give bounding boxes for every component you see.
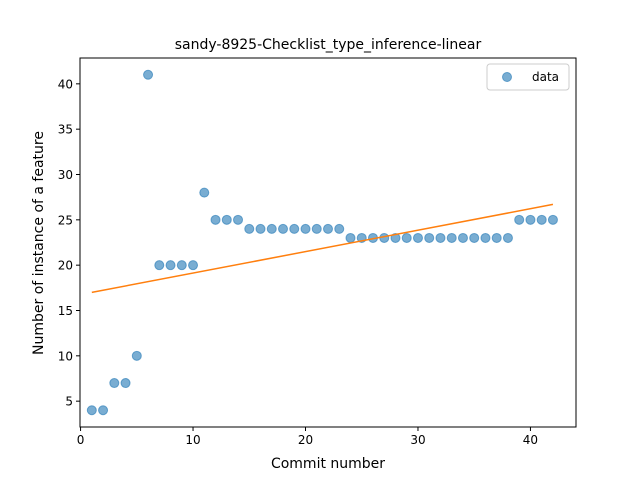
data-point	[154, 260, 165, 271]
data-point	[390, 232, 401, 243]
y-tick-label: 25	[58, 213, 73, 227]
data-point	[188, 260, 199, 271]
x-tick-label: 0	[77, 433, 85, 447]
y-tick-label: 15	[58, 304, 73, 318]
data-point	[255, 223, 266, 234]
y-tick-label: 30	[58, 168, 73, 182]
data-point	[131, 350, 142, 361]
data-point	[278, 223, 289, 234]
y-tick-label: 10	[58, 349, 73, 363]
data-point	[289, 223, 300, 234]
data-point	[424, 232, 435, 243]
legend-marker-data	[502, 72, 512, 82]
data-point	[446, 232, 457, 243]
axes-frame	[79, 57, 577, 428]
data-point	[345, 232, 356, 243]
data-point	[334, 223, 345, 234]
data-point	[525, 214, 536, 225]
data-point	[379, 232, 390, 243]
data-point	[412, 232, 423, 243]
x-tick-label: 10	[185, 433, 200, 447]
data-point	[143, 69, 154, 80]
data-point	[457, 232, 468, 243]
x-axis-title: Commit number	[271, 456, 385, 472]
y-axis-title: Number of instance of a feature	[31, 131, 47, 355]
data-point	[323, 223, 333, 234]
axes-layer: 0 10 20 30 40 5 10 15 20 25 30 35 40	[58, 57, 577, 447]
data-point	[480, 232, 491, 243]
data-point	[536, 214, 547, 225]
y-tick-label: 5	[65, 395, 73, 409]
x-tick-label: 20	[298, 433, 313, 447]
data-point	[120, 378, 131, 389]
data-point	[244, 223, 255, 234]
fit-line	[91, 203, 554, 294]
y-tick-label: 40	[58, 77, 73, 91]
legend: data	[486, 63, 570, 91]
data-point	[86, 405, 97, 416]
chart-title: sandy-8925-Checklist_type_inference-line…	[175, 37, 482, 53]
data-point	[435, 232, 446, 243]
data-point	[210, 214, 221, 225]
data-point	[469, 232, 480, 243]
y-tick-label: 20	[58, 259, 73, 273]
data-point	[176, 260, 187, 271]
y-tick-label: 35	[58, 123, 73, 137]
data-point	[311, 223, 322, 234]
x-tick-label: 30	[410, 433, 425, 447]
data-point	[233, 214, 244, 225]
data-point	[547, 214, 558, 225]
legend-box	[486, 63, 570, 91]
legend-label-data: data	[532, 70, 559, 84]
data-point	[401, 232, 412, 243]
x-tick-label: 40	[523, 433, 538, 447]
data-point	[514, 214, 525, 225]
data-point	[300, 223, 311, 234]
data-point	[221, 214, 232, 225]
data-point	[98, 405, 109, 416]
data-point	[502, 232, 513, 243]
data-point	[491, 232, 502, 243]
plot-layer	[86, 69, 558, 416]
data-point	[199, 187, 210, 198]
data-point	[266, 223, 277, 234]
data-point	[109, 378, 120, 389]
data-point	[165, 260, 176, 271]
